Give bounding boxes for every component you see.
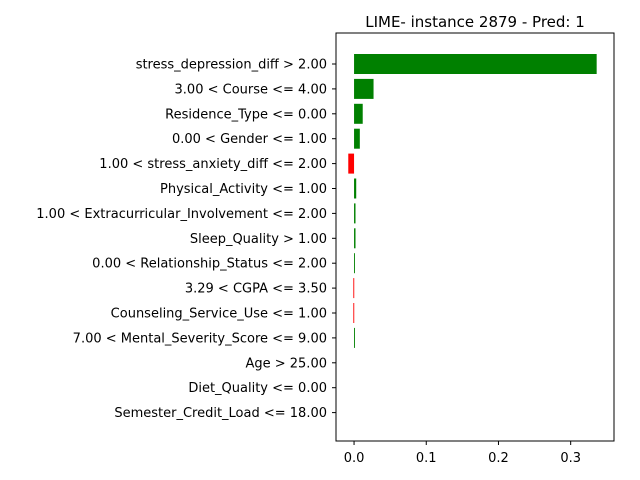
bar (354, 78, 374, 99)
y-tick-label: Residence_Type <= 0.00 (165, 107, 327, 122)
bar (353, 278, 355, 299)
x-tick-label: 0.3 (560, 451, 581, 466)
y-tick-label: Age > 25.00 (245, 356, 327, 371)
bar (354, 103, 363, 124)
chart-title: LIME- instance 2879 - Pred: 1 (365, 13, 585, 31)
bars-group (348, 54, 597, 348)
y-tick-label: stress_depression_diff > 2.00 (136, 58, 327, 73)
bar (353, 303, 355, 323)
y-tick-label: 3.00 < Course <= 4.00 (175, 82, 327, 97)
bar (354, 253, 355, 274)
bar (354, 203, 356, 224)
plot-frame (335, 32, 615, 442)
bar (354, 228, 356, 249)
bar (354, 327, 355, 348)
y-tick-labels: stress_depression_diff > 2.00 3.00 < Cour… (36, 58, 336, 421)
y-tick-label: 7.00 < Mental_Severity_Score <= 9.00 (73, 331, 327, 346)
y-tick-label: 3.29 < CGPA <= 3.50 (185, 282, 327, 297)
y-tick-label: 0.00 < Gender <= 1.00 (172, 132, 327, 147)
y-tick-label: Physical_Activity <= 1.00 (160, 182, 327, 197)
y-tick-label: Semester_Credit_Load <= 18.00 (114, 406, 327, 421)
x-tick-label: 0.0 (344, 451, 365, 466)
x-tick-label: 0.2 (488, 451, 509, 466)
bar (354, 128, 360, 149)
y-tick-label: Diet_Quality <= 0.00 (188, 381, 327, 396)
y-tick-label: 0.00 < Relationship_Status <= 2.00 (92, 257, 327, 272)
y-tick-label: Counseling_Service_Use <= 1.00 (111, 307, 327, 322)
y-tick-label: Sleep_Quality > 1.00 (190, 232, 327, 247)
y-tick-label: 1.00 < stress_anxiety_diff <= 2.00 (99, 157, 327, 172)
bar (354, 54, 597, 74)
x-tick-label: 0.1 (416, 451, 437, 466)
bar (348, 153, 355, 174)
y-tick-label: 1.00 < Extracurricular_Involvement <= 2.… (36, 207, 327, 222)
x-ticks: 0.0 0.1 0.2 0.3 (344, 441, 581, 466)
bar (354, 178, 357, 199)
